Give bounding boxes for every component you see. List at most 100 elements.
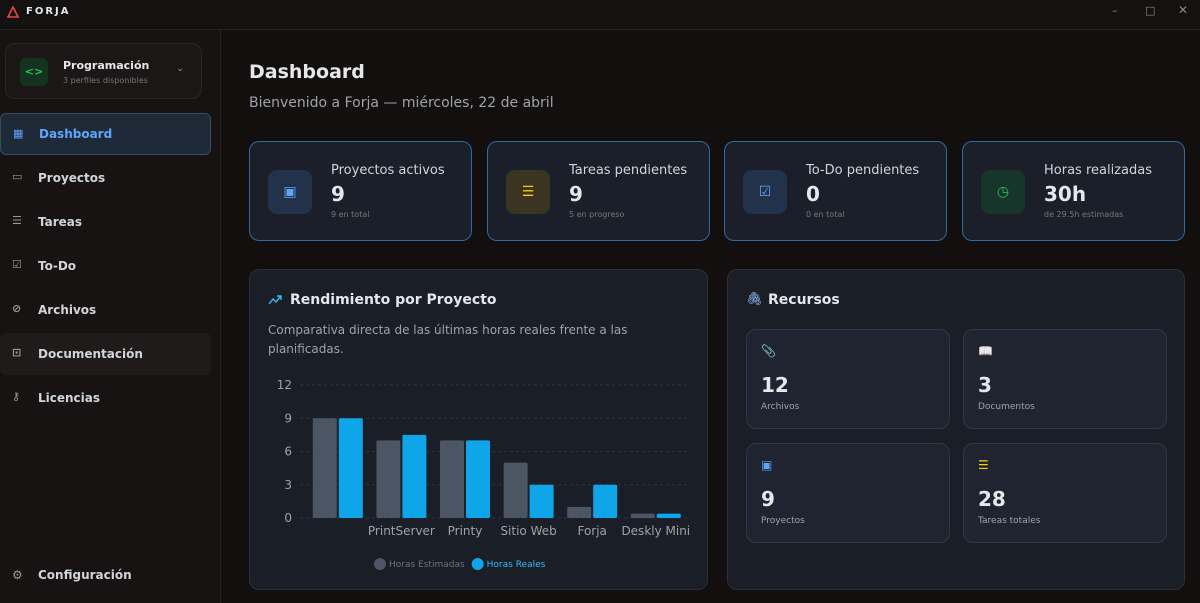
resource-label: Proyectos <box>761 516 805 526</box>
stat-note: 0 en total <box>806 210 845 219</box>
nav-label: To-Do <box>38 259 77 273</box>
chart-panel: Rendimiento por Proyecto Comparativa dir… <box>249 269 708 590</box>
bar <box>656 513 681 518</box>
chart: 0 3 6 9 12 PrintServer Printy Sitio Web Forja Des… <box>277 378 690 570</box>
nav-icon: ☰ <box>12 214 22 227</box>
nav-icon: ▭ <box>12 170 23 183</box>
resource-card: ☰ 28 Tareas totales <box>963 443 1167 543</box>
profile-name: Programación <box>63 59 150 72</box>
nav-icon: ⊡ <box>12 346 22 359</box>
bar <box>338 418 363 518</box>
legend-label: Horas Reales <box>487 560 546 570</box>
y-tick-label: 9 <box>284 411 292 425</box>
bar <box>376 440 401 518</box>
y-tick-label: 0 <box>284 511 292 525</box>
bar <box>567 506 592 518</box>
nav-item[interactable]: ⊡ Documentación <box>0 333 211 375</box>
nav-item[interactable]: ☑ To-Do <box>0 245 211 287</box>
profile-switcher[interactable]: <> Programación 3 perfiles disponibles ⌄ <box>5 43 202 99</box>
nav-label: Dashboard <box>39 127 113 141</box>
y-tick-label: 6 <box>284 445 292 459</box>
bar <box>440 440 464 518</box>
bar <box>466 440 490 518</box>
stat-note: de 29.5h estimadas <box>1044 210 1124 219</box>
stat-note: 9 en total <box>331 210 370 219</box>
maximize[interactable]: □ <box>1145 4 1156 17</box>
stat-icon: ▣ <box>268 170 312 214</box>
nav-label: Tareas <box>38 215 83 229</box>
stat-card: ◷ Horas realizadas 30h de 29.5h estimadas <box>962 141 1185 241</box>
chevron: ⌄ <box>176 63 185 74</box>
stat-icon: ☑ <box>743 170 787 214</box>
x-tick-label: Printy <box>448 524 483 538</box>
resource-icon: ▣ <box>761 458 773 472</box>
nav-item[interactable]: ⊘ Archivos <box>0 289 211 331</box>
x-tick-label: PrintServer <box>368 524 435 538</box>
legend-label: Horas Estimadas <box>389 560 465 570</box>
resource-icon: ☰ <box>978 458 989 472</box>
x-tick-label: Deskly Mini <box>621 524 690 538</box>
stat-value: 9 <box>569 182 583 206</box>
bar <box>630 513 655 518</box>
stat-label: Proyectos activos <box>331 163 445 178</box>
resource-icon: 📖 <box>978 344 993 358</box>
minimize[interactable]: – <box>1112 4 1118 17</box>
settings[interactable]: ⚙ Configuración <box>12 568 132 582</box>
stat-label: Tareas pendientes <box>569 163 688 178</box>
resources-title: Recursos <box>768 292 840 308</box>
bar <box>503 462 528 518</box>
resource-label: Documentos <box>978 402 1035 412</box>
close[interactable]: ✕ <box>1178 3 1189 17</box>
nav-item[interactable]: ▭ Proyectos <box>0 157 211 199</box>
legend-swatch <box>471 558 484 570</box>
page-title: Dashboard <box>249 61 365 83</box>
trend-icon <box>268 295 282 305</box>
bar <box>402 434 427 518</box>
nav-item[interactable]: ☰ Tareas <box>0 201 211 243</box>
stat-value: 0 <box>806 182 820 206</box>
sidebar: <> Programación 3 perfiles disponibles ⌄… <box>0 30 221 603</box>
y-tick-label: 12 <box>277 378 292 392</box>
chart-subtitle: Comparativa directa de las últimas horas… <box>268 323 628 356</box>
nav-item[interactable]: ▦ Dashboard <box>0 113 211 155</box>
stat-card: ▣ Proyectos activos 9 9 en total <box>249 141 472 241</box>
resource-value: 3 <box>978 373 992 397</box>
nav-label: Documentación <box>38 347 143 361</box>
nav-icon: ▦ <box>13 127 24 140</box>
profile-subtitle: 3 perfiles disponibles <box>63 76 148 85</box>
nav-icon: ☑ <box>12 258 22 271</box>
resource-card: 📎 12 Archivos <box>746 329 950 429</box>
nav-icon: ⊘ <box>12 302 22 315</box>
resource-label: Archivos <box>761 402 800 412</box>
resource-card: 📖 3 Documentos <box>963 329 1167 429</box>
stat-value: 9 <box>331 182 345 206</box>
settings-label: Configuración <box>38 568 132 582</box>
nav-label: Archivos <box>38 303 97 317</box>
stat-note: 5 en progreso <box>569 210 625 219</box>
title-bar: FORJA – □ ✕ <box>0 0 1200 30</box>
resources-panel: 🖇 Recursos 📎 12 Archivos 📖 3 Documentos ▣ 9 Proy… <box>727 269 1185 590</box>
bar <box>593 484 618 518</box>
resources-icon: 🖇 <box>746 292 763 307</box>
profile-icon: <> <box>20 58 48 86</box>
bar <box>529 484 554 518</box>
chart-title: Rendimiento por Proyecto <box>290 292 497 308</box>
nav-icon: ⚷ <box>12 390 21 403</box>
resource-card: ▣ 9 Proyectos <box>746 443 950 543</box>
stat-label: Horas realizadas <box>1044 163 1152 178</box>
resource-icon: 📎 <box>761 344 776 358</box>
resource-value: 12 <box>761 373 789 397</box>
legend-swatch <box>374 558 386 570</box>
stat-icon: ◷ <box>981 170 1025 214</box>
page-subtitle: Bienvenido a Forja — miércoles, 22 de ab… <box>249 95 554 111</box>
app-logo <box>7 6 19 18</box>
x-tick-label: Forja <box>577 524 606 538</box>
stat-icon: ☰ <box>506 170 550 214</box>
stat-value: 30h <box>1044 182 1087 206</box>
stat-label: To-Do pendientes <box>806 163 920 178</box>
stat-card: ☰ Tareas pendientes 9 5 en progreso <box>487 141 710 241</box>
nav-label: Licencias <box>38 391 101 405</box>
x-tick-label: Sitio Web <box>500 524 556 538</box>
nav-item[interactable]: ⚷ Licencias <box>0 377 211 419</box>
